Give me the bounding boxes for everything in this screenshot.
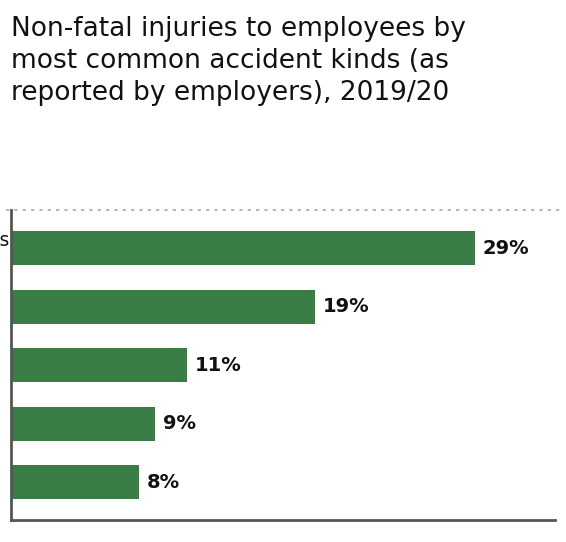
Bar [11, 349, 187, 382]
Text: 9%: 9% [163, 414, 196, 433]
Text: 8%: 8% [147, 473, 181, 492]
Text: 29%: 29% [483, 238, 529, 257]
Bar [11, 407, 155, 441]
Text: 19%: 19% [323, 297, 370, 316]
Text: Non-fatal injuries to employees by
most common accident kinds (as
reported by em: Non-fatal injuries to employees by most … [11, 16, 466, 106]
Bar [11, 465, 139, 499]
Text: 11%: 11% [195, 356, 242, 375]
Bar [11, 231, 475, 265]
Bar [11, 290, 315, 324]
